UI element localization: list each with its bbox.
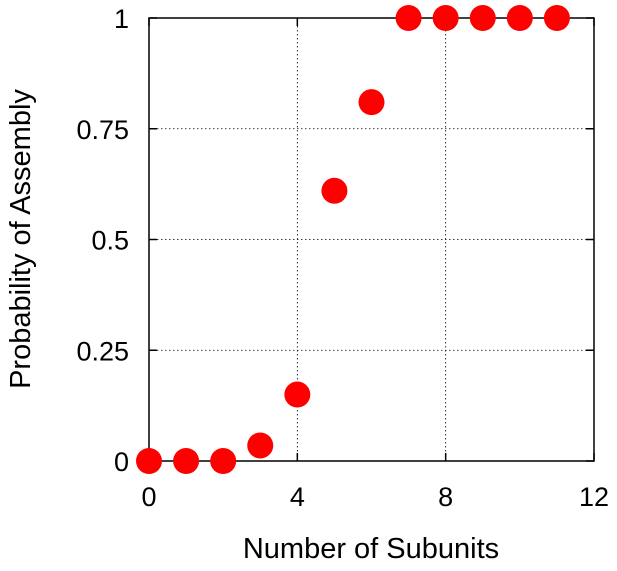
data-point: [284, 381, 311, 408]
y-axis-label: Probability of Assembly: [5, 89, 37, 389]
y-tick-label: 1: [114, 4, 129, 34]
data-point: [136, 448, 162, 474]
y-tick-label: 0.5: [91, 226, 129, 256]
data-point: [210, 448, 237, 474]
data-point: [321, 177, 348, 204]
x-tick-labels: 0 4 8 12: [141, 482, 609, 512]
data-point: [247, 432, 274, 459]
data-point: [358, 89, 385, 116]
y-tick-label: 0.75: [76, 115, 129, 145]
data-point: [395, 5, 422, 31]
x-tick-label: 12: [579, 482, 609, 512]
data-point: [173, 448, 200, 474]
y-tick-label: 0: [114, 447, 129, 477]
x-tick-label: 0: [141, 482, 156, 512]
grid-lines: [149, 18, 594, 461]
axis-ticks: [148, 17, 595, 462]
data-point: [506, 5, 533, 31]
data-point: [432, 5, 459, 31]
y-tick-labels: 0 0.25 0.5 0.75 1: [76, 4, 129, 477]
data-point: [469, 5, 496, 31]
plot-area-frame: [148, 17, 595, 462]
y-tick-label: 0.25: [76, 336, 129, 366]
data-points: [136, 5, 570, 474]
x-tick-label: 4: [290, 482, 305, 512]
x-tick-label: 8: [438, 482, 453, 512]
data-point: [543, 5, 570, 31]
x-axis-label: Number of Subunits: [243, 533, 499, 565]
